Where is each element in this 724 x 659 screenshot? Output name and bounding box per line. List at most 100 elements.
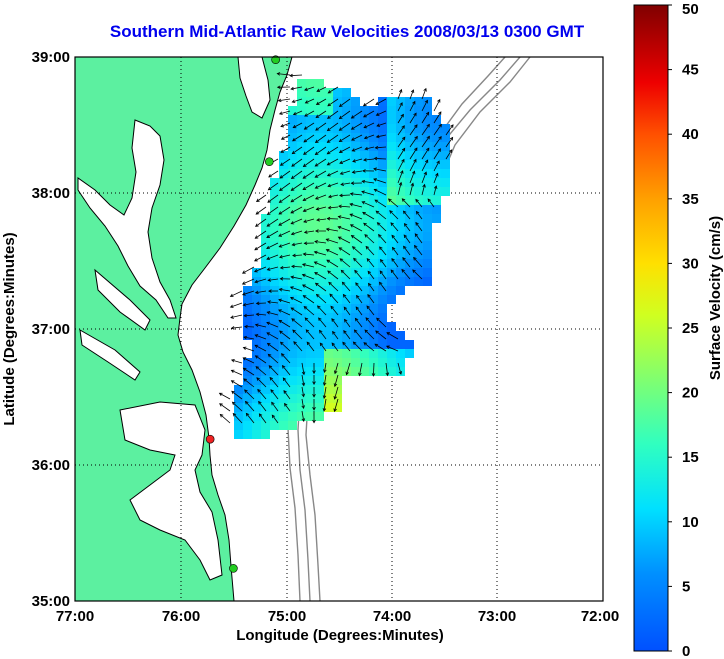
velocity-arrowhead [254,334,259,338]
velocity-arrow [421,172,427,184]
velocity-cell [315,367,324,376]
velocity-cell [360,349,369,358]
velocity-cell [288,421,297,430]
velocity-cell [333,115,342,124]
velocity-cell [333,178,342,187]
velocity-arrow [266,242,279,249]
velocity-cell [279,169,288,178]
velocity-cell [405,349,414,358]
velocity-arrowhead [231,390,235,395]
velocity-arrowhead [367,270,372,275]
velocity-cell [288,259,297,268]
velocity-arrowhead [326,216,331,221]
velocity-arrow [290,194,303,203]
velocity-arrowhead [400,170,404,174]
velocity-arrow [314,241,327,244]
x-tick-label: 76:00 [162,608,200,625]
velocity-cell [297,367,306,376]
velocity-arrow [403,246,411,256]
velocity-cell [306,178,315,187]
velocity-cell [405,232,414,241]
velocity-arrow [339,98,351,107]
velocity-arrow [327,158,339,166]
velocity-cell [360,115,369,124]
velocity-arrow [244,314,255,317]
velocity-cell [297,97,306,106]
velocity-arrow [433,185,437,196]
velocity-arrowhead [374,145,379,150]
velocity-arrow [353,258,363,268]
velocity-cell [360,367,369,376]
velocity-cell [441,160,450,169]
velocity-arrow [340,170,351,175]
velocity-arrowhead [415,221,419,226]
velocity-arrow [231,380,243,388]
velocity-arrow [269,377,279,388]
velocity-cell [360,313,369,322]
velocity-arrowhead [361,201,366,205]
velocity-arrow [334,386,339,400]
velocity-arrow [343,306,351,316]
y-tick-label: 35:00 [32,593,70,610]
velocity-cell [315,241,324,250]
velocity-arrow [305,329,315,340]
velocity-cell [369,115,378,124]
velocity-cell [333,403,342,412]
velocity-arrowhead [278,111,283,115]
velocity-arrow [303,146,315,155]
velocity-cell [360,286,369,295]
velocity-cell [378,259,387,268]
velocity-arrowhead [450,124,454,128]
velocity-arrowhead [340,182,345,186]
velocity-arrowhead [303,219,307,223]
velocity-arrowhead [414,135,418,140]
velocity-arrowhead [303,151,307,155]
velocity-arrow [413,257,423,268]
velocity-arrow [374,189,387,196]
velocity-cell [324,340,333,349]
velocity-arrowhead [326,127,331,132]
velocity-arrow [339,134,351,142]
velocity-arrow [401,269,411,280]
velocity-cell [261,430,270,439]
velocity-cell [441,133,450,142]
velocity-arrowhead [301,371,306,376]
velocity-arrow [397,170,404,184]
velocity-arrow [315,122,327,131]
velocity-cell [324,223,333,232]
velocity-cell [387,277,396,286]
velocity-arrowhead [375,210,380,215]
velocity-arrow [409,147,418,160]
velocity-arrowhead [327,270,331,274]
velocity-cell [306,187,315,196]
velocity-cell [360,223,369,232]
velocity-cell [288,205,297,214]
velocity-cell [243,286,252,295]
velocity-arrowhead [280,149,285,153]
velocity-arrowhead [368,282,372,287]
velocity-cell [243,403,252,412]
velocity-arrowhead [325,238,330,242]
velocity-arrowhead [290,221,295,225]
velocity-arrowhead [266,234,270,238]
velocity-arrowhead [254,290,259,295]
velocity-arrowhead [363,222,367,227]
velocity-cell [360,277,369,286]
velocity-cell [405,115,414,124]
velocity-arrow [304,317,315,328]
velocity-arrowhead [243,378,247,382]
velocity-arrowhead [244,389,248,393]
velocity-arrow [230,290,243,297]
velocity-arrow [279,254,291,258]
velocity-cell [360,133,369,142]
velocity-arrowhead [353,329,358,334]
velocity-cell [234,421,243,430]
velocity-arrowhead [278,211,283,215]
velocity-arrowhead [301,382,306,387]
velocity-cell [306,97,315,106]
velocity-arrow [379,282,387,292]
velocity-cell [297,403,306,412]
velocity-arrow [266,332,279,340]
velocity-cell [297,196,306,205]
velocity-cell [297,376,306,385]
